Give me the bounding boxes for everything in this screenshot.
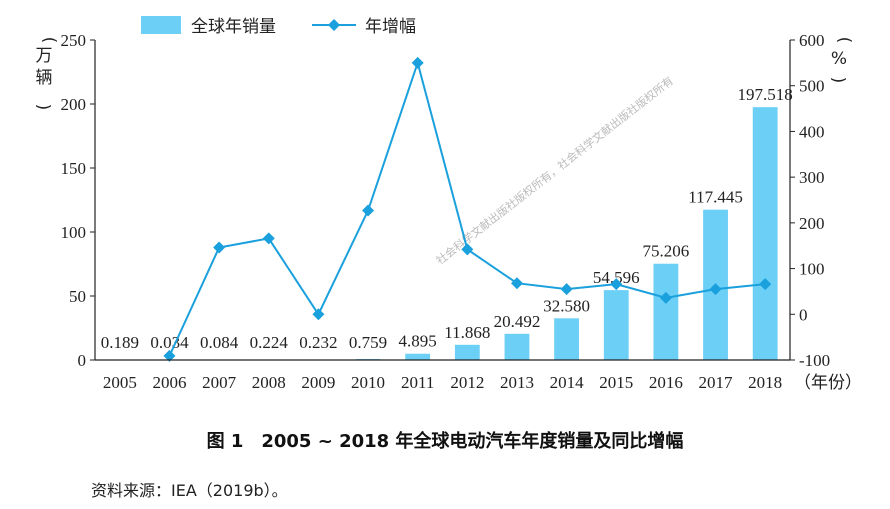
bar-data-label: 4.895 — [399, 332, 437, 351]
y-right-tick-label: 500 — [799, 77, 825, 96]
x-tick-label: 2017 — [699, 373, 734, 392]
line-series — [163, 56, 772, 362]
bar-series: 0.189 0.034 0.084 0.224 0.232 0.759 4.895 11.86… — [101, 85, 793, 360]
growth-point — [461, 243, 474, 256]
x-tick-label: 2016 — [649, 373, 683, 392]
growth-point — [362, 204, 375, 217]
growth-point — [759, 278, 772, 291]
y-left-tick-label: 250 — [61, 31, 87, 50]
bar-data-label: 0.759 — [349, 333, 387, 352]
y-right-tick-label: 600 — [799, 31, 825, 50]
x-tick-label: 2015 — [599, 373, 633, 392]
growth-point — [659, 291, 672, 304]
growth-point — [560, 283, 573, 296]
y-right-label-open-paren: ( — [834, 37, 854, 44]
axes: 0 50 100 150 200 250 -100 0 100 200 300 400 500 600 20… — [33, 31, 862, 393]
y-left-tick-label: 200 — [61, 95, 87, 114]
growth-point — [510, 277, 523, 290]
y-left-label-char: 辆 — [36, 68, 53, 88]
y-left-label-close-paren: ) — [33, 104, 53, 111]
y-right-tick-label: 300 — [799, 168, 825, 187]
bar — [653, 263, 679, 360]
legend: 全球年销量 年增幅 — [141, 16, 416, 37]
y-right-tick-label: -100 — [799, 351, 830, 370]
x-tick-label: 2012 — [450, 373, 484, 392]
growth-point — [213, 241, 226, 254]
growth-point — [312, 308, 325, 321]
bar — [554, 318, 580, 360]
source-note: 资料来源：IEA（2019b）。 — [91, 481, 288, 500]
watermark-text: 社会科学文献出版社版权所有，社会科学文献出版社版权所有 — [433, 73, 676, 267]
y-right-tick-label: 100 — [799, 260, 825, 279]
growth-point — [709, 283, 722, 296]
legend-bar-swatch — [141, 16, 181, 34]
bar-data-label: 32.580 — [543, 296, 590, 315]
y-left-tick-label: 100 — [61, 223, 87, 242]
watermark: 社会科学文献出版社版权所有，社会科学文献出版社版权所有 — [433, 73, 676, 267]
bar-data-label: 0.224 — [250, 333, 289, 352]
bar-data-label: 20.492 — [494, 312, 541, 331]
x-tick-label: 2011 — [401, 373, 434, 392]
y-left-label-char: 万 — [36, 46, 53, 66]
chart: 社会科学文献出版社版权所有，社会科学文献出版社版权所有 0.189 0.034 0.… — [33, 16, 862, 393]
bar — [504, 333, 530, 360]
bar-data-label: 0.034 — [150, 333, 189, 352]
growth-point — [411, 56, 424, 69]
bar-data-label: 0.084 — [200, 333, 239, 352]
growth-point — [610, 278, 623, 291]
y-left-tick-label: 50 — [69, 287, 86, 306]
legend-bar-label: 全球年销量 — [191, 17, 276, 37]
bar — [603, 290, 629, 360]
caption-number: 图 1 — [206, 431, 244, 452]
y-right-tick-label: 200 — [799, 214, 825, 233]
bar-data-label: 75.206 — [643, 242, 690, 261]
bar-data-label: 117.445 — [688, 188, 743, 207]
y-left-label-open-paren: ( — [39, 37, 59, 44]
y-right-axis-label: (%) — [828, 37, 854, 84]
y-right-tick-label: 400 — [799, 122, 825, 141]
bar-data-label: 197.518 — [738, 85, 793, 104]
y-left-tick-label: 0 — [78, 351, 87, 370]
y-right-tick-label: 0 — [799, 305, 808, 324]
x-tick-label: 2013 — [500, 373, 534, 392]
bar-data-label: 11.868 — [444, 323, 490, 342]
y-right-label-text: % — [831, 49, 847, 69]
growth-point — [262, 232, 275, 245]
y-right-label-close-paren: ) — [828, 77, 848, 84]
x-tick-label: 2008 — [252, 373, 286, 392]
bar — [405, 353, 431, 360]
bar — [454, 344, 480, 360]
x-tick-label: 2014 — [550, 373, 585, 392]
growth-point — [163, 349, 176, 362]
bar-data-label: 54.596 — [593, 268, 640, 287]
caption-title: 2005 ~ 2018 年全球电动汽车年度销量及同比增幅 — [261, 431, 684, 452]
x-tick-label: 2009 — [301, 373, 335, 392]
x-axis-label: （年份） — [794, 373, 862, 393]
legend-line-label: 年增幅 — [365, 17, 416, 37]
bar-data-label: 0.189 — [101, 333, 139, 352]
x-tick-label: 2006 — [152, 373, 186, 392]
x-tick-label: 2010 — [351, 373, 385, 392]
figure-caption: 图 1 2005 ~ 2018 年全球电动汽车年度销量及同比增幅 — [0, 427, 890, 453]
y-left-axis-label: ( 万辆) — [33, 37, 59, 111]
y-left-tick-label: 150 — [61, 159, 87, 178]
bar-data-label: 0.232 — [299, 333, 337, 352]
x-tick-label: 2005 — [103, 373, 137, 392]
bar — [752, 107, 778, 360]
legend-line-marker — [328, 19, 340, 31]
x-tick-label: 2007 — [202, 373, 237, 392]
x-tick-label: 2018 — [748, 373, 782, 392]
